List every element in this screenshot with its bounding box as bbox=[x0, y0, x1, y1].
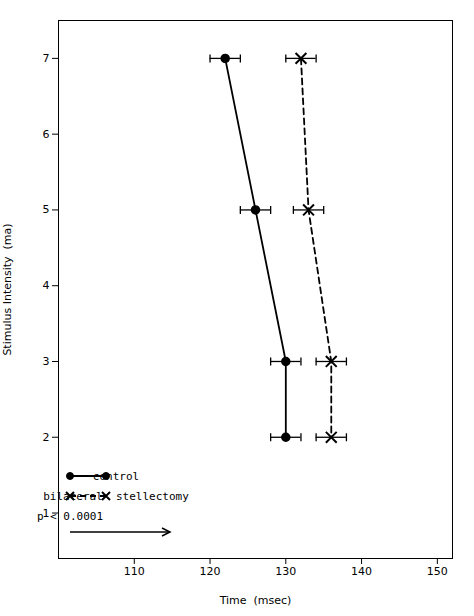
svg-text:140: 140 bbox=[351, 565, 372, 578]
svg-text:150: 150 bbox=[427, 565, 448, 578]
svg-text:120: 120 bbox=[200, 565, 221, 578]
svg-text:control: control bbox=[93, 470, 139, 483]
svg-text:7: 7 bbox=[43, 52, 50, 65]
svg-text:p < 0.0001: p < 0.0001 bbox=[37, 510, 103, 523]
svg-text:110: 110 bbox=[124, 565, 145, 578]
svg-text:2: 2 bbox=[43, 431, 50, 444]
svg-text:Stimulus Intensity (ma): Stimulus Intensity (ma) bbox=[1, 223, 14, 355]
svg-text:Time (msec): Time (msec) bbox=[219, 594, 292, 607]
svg-text:130: 130 bbox=[275, 565, 296, 578]
svg-text:5: 5 bbox=[43, 203, 50, 216]
svg-text:4: 4 bbox=[43, 279, 50, 292]
svg-text:6: 6 bbox=[43, 128, 50, 141]
svg-text:3: 3 bbox=[43, 355, 50, 368]
svg-text:bilateral stellectomy: bilateral stellectomy bbox=[43, 490, 189, 503]
